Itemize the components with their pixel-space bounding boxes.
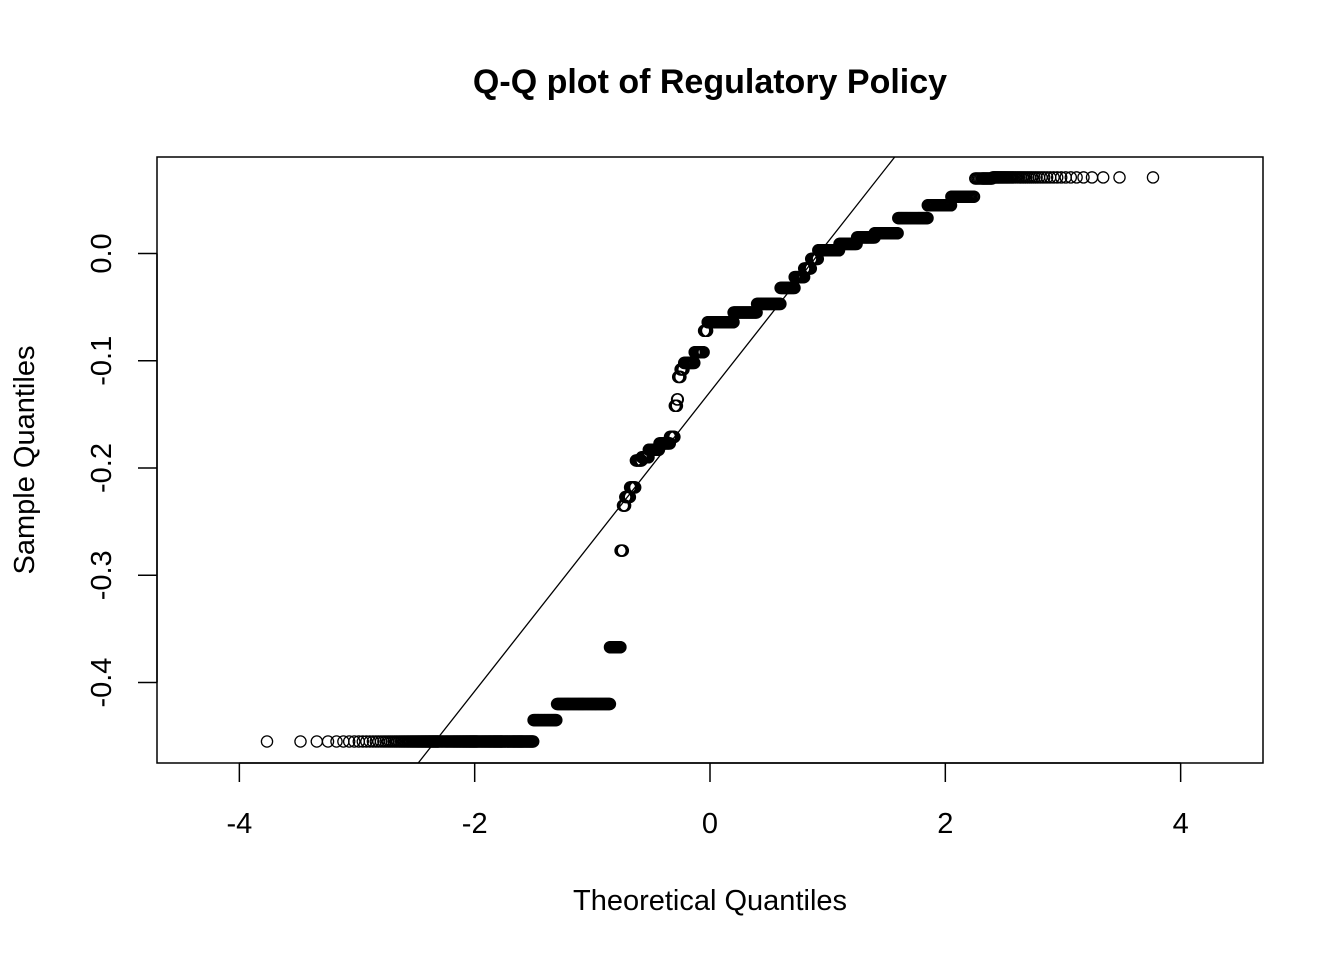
data-point [550,713,563,727]
data-point [360,735,373,748]
data-point [1047,171,1060,184]
plot-frame [156,156,1264,764]
y-tick-label: -0.1 [86,336,118,386]
data-point [310,735,324,748]
y-tick-label: -0.4 [86,658,118,708]
x-axis: -4 -2 0 2 4 [226,762,1189,840]
data-point [967,190,981,203]
data-point [1037,171,1051,184]
data-point [1070,171,1083,184]
data-point [628,481,642,494]
x-axis-label: Theoretical Quantiles [573,885,847,917]
x-tick-label: -2 [462,808,488,840]
data-point [671,393,685,406]
x-tick-label: -4 [226,808,252,840]
y-tick-label: -0.3 [86,550,118,600]
y-axis-label: Sample Quantiles [9,346,41,575]
data-point [294,735,307,748]
data-points [260,171,1160,748]
data-point [321,735,335,748]
data-point [1085,171,1099,184]
data-point [616,544,630,557]
data-point [1040,171,1054,184]
data-point [1096,171,1110,184]
data-point [260,735,274,748]
y-tick-label: -0.2 [86,443,118,493]
data-point [366,735,380,748]
data-point [356,735,370,748]
data-point [348,735,361,748]
data-point [330,735,343,748]
data-point [663,437,677,450]
data-point [774,297,787,311]
data-point [891,226,904,240]
x-tick-label: 2 [937,808,953,840]
data-point [526,735,540,748]
data-point [614,640,627,654]
data-point [342,735,356,748]
data-point [921,211,934,225]
data-point [668,430,681,444]
x-tick-label: 0 [702,808,718,840]
data-point [603,697,617,711]
data-point [1077,171,1090,184]
data-point [1113,171,1126,184]
data-point [674,370,687,384]
data-point [670,399,684,413]
data-point [1064,171,1078,184]
y-axis: -0.4 -0.3 -0.2 -0.1 0.0 [86,233,158,708]
x-tick-label: 4 [1173,808,1189,840]
y-tick-label: 0.0 [86,233,118,273]
data-point [1050,171,1064,184]
chart-title: Q-Q plot of Regulatory Policy [473,63,947,101]
data-point [697,345,710,359]
data-point [1146,171,1160,184]
reference-line [417,157,896,763]
data-point [1054,171,1068,184]
